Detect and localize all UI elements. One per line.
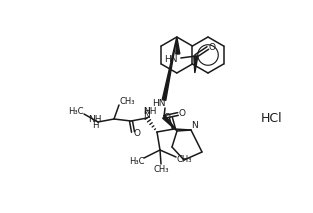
Text: N: N [143, 111, 149, 121]
Text: CH₃: CH₃ [153, 166, 169, 174]
Text: NH: NH [88, 115, 102, 124]
Polygon shape [162, 37, 177, 100]
Text: NH: NH [143, 108, 157, 117]
Polygon shape [163, 116, 177, 131]
Text: O: O [178, 108, 186, 118]
Text: O: O [134, 128, 141, 138]
Text: H: H [92, 121, 98, 131]
Text: N: N [191, 121, 198, 130]
Text: H: H [143, 106, 149, 115]
Text: HCl: HCl [261, 111, 283, 125]
Polygon shape [194, 56, 198, 73]
Text: O: O [208, 43, 215, 52]
Text: HN: HN [152, 98, 166, 108]
Text: H₃C: H₃C [68, 106, 84, 115]
Text: CH₃: CH₃ [176, 155, 192, 164]
Text: HN: HN [164, 56, 177, 65]
Text: H₃C: H₃C [129, 157, 145, 167]
Polygon shape [176, 37, 180, 54]
Text: O: O [163, 112, 171, 121]
Text: CH₃: CH₃ [119, 98, 135, 106]
